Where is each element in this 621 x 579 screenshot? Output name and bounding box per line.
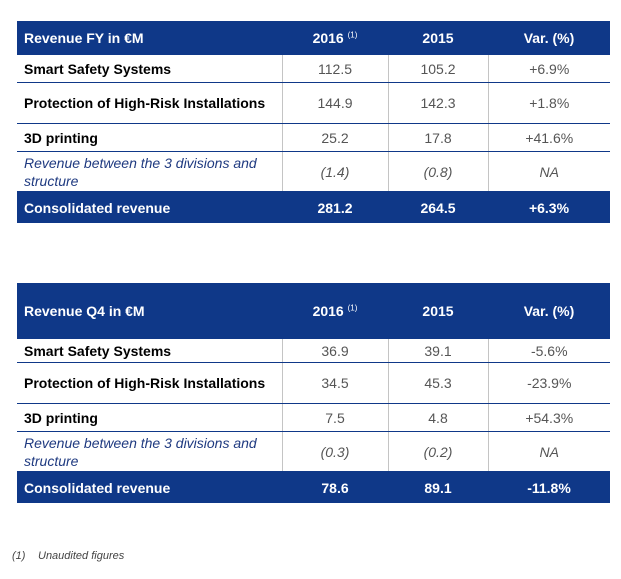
- table-header-row: Revenue Q4 in €M 2016 (1) 2015 Var. (%): [17, 283, 610, 339]
- footnote-ref: (1): [347, 303, 358, 313]
- cell-2015: 45.3: [387, 362, 488, 404]
- footnote-mark: (1): [12, 550, 26, 562]
- cell-2016: 36.9: [281, 339, 388, 363]
- cell-variation: -5.6%: [487, 339, 610, 363]
- table-row: Smart Safety Systems 112.5 105.2 +6.9%: [17, 55, 610, 83]
- total-2016: 281.2: [282, 191, 388, 223]
- header-2016: 2016 (1): [282, 283, 388, 339]
- total-label: Consolidated revenue: [17, 191, 282, 223]
- total-2016: 78.6: [282, 471, 388, 503]
- total-row: Consolidated revenue 78.6 89.1 -11.8%: [17, 471, 610, 503]
- row-label: Protection of High-Risk Installations: [17, 362, 282, 404]
- table-row: Protection of High-Risk Installations 34…: [17, 362, 610, 404]
- footnote-ref: (1): [347, 30, 358, 40]
- header-variation: Var. (%): [488, 21, 610, 55]
- cell-2015: 105.2: [387, 55, 488, 83]
- cell-2016: 34.5: [281, 362, 388, 404]
- row-label: Smart Safety Systems: [17, 55, 282, 83]
- total-row: Consolidated revenue 281.2 264.5 +6.3%: [17, 191, 610, 223]
- header-2015: 2015: [388, 21, 488, 55]
- header-2016: 2016 (1): [282, 21, 388, 55]
- table-row: Smart Safety Systems 36.9 39.1 -5.6%: [17, 339, 610, 363]
- cell-2016: 7.5: [281, 403, 388, 432]
- table-row: Revenue between the 3 divisions and stru…: [17, 431, 610, 472]
- row-label: Revenue between the 3 divisions and stru…: [17, 431, 282, 472]
- cell-2015: 4.8: [387, 403, 488, 432]
- cell-2015: 39.1: [387, 339, 488, 363]
- total-2015: 264.5: [388, 191, 488, 223]
- revenue-q4-table: Revenue Q4 in €M 2016 (1) 2015 Var. (%) …: [17, 283, 610, 503]
- header-label: Revenue FY in €M: [17, 21, 282, 55]
- total-variation: +6.3%: [488, 191, 610, 223]
- cell-2016: (1.4): [281, 151, 388, 192]
- cell-variation: +41.6%: [487, 123, 610, 152]
- row-label: Protection of High-Risk Installations: [17, 82, 282, 124]
- cell-2016: 112.5: [281, 55, 388, 83]
- total-2015: 89.1: [388, 471, 488, 503]
- table-header-row: Revenue FY in €M 2016 (1) 2015 Var. (%): [17, 21, 610, 55]
- table-row: Revenue between the 3 divisions and stru…: [17, 151, 610, 192]
- row-label: Revenue between the 3 divisions and stru…: [17, 151, 282, 192]
- header-label: Revenue Q4 in €M: [17, 283, 282, 339]
- row-label: Smart Safety Systems: [17, 339, 282, 363]
- cell-variation: +6.9%: [487, 55, 610, 83]
- cell-2016: 144.9: [281, 82, 388, 124]
- cell-variation: -23.9%: [487, 362, 610, 404]
- cell-2015: 17.8: [387, 123, 488, 152]
- cell-2015: 142.3: [387, 82, 488, 124]
- total-variation: -11.8%: [488, 471, 610, 503]
- table-row: Protection of High-Risk Installations 14…: [17, 82, 610, 124]
- row-label: 3D printing: [17, 123, 282, 152]
- table-row: 3D printing 25.2 17.8 +41.6%: [17, 123, 610, 152]
- cell-variation: NA: [487, 431, 610, 472]
- cell-2015: (0.2): [387, 431, 488, 472]
- footnote-text: Unaudited figures: [38, 550, 125, 562]
- total-label: Consolidated revenue: [17, 471, 282, 503]
- cell-variation: NA: [487, 151, 610, 192]
- revenue-fy-table: Revenue FY in €M 2016 (1) 2015 Var. (%) …: [17, 21, 610, 223]
- footnote: (1) Unaudited figures: [12, 550, 124, 562]
- cell-2016: 25.2: [281, 123, 388, 152]
- row-label: 3D printing: [17, 403, 282, 432]
- table-row: 3D printing 7.5 4.8 +54.3%: [17, 403, 610, 432]
- header-2015: 2015: [388, 283, 488, 339]
- cell-2015: (0.8): [387, 151, 488, 192]
- cell-variation: +1.8%: [487, 82, 610, 124]
- header-variation: Var. (%): [488, 283, 610, 339]
- cell-variation: +54.3%: [487, 403, 610, 432]
- cell-2016: (0.3): [281, 431, 388, 472]
